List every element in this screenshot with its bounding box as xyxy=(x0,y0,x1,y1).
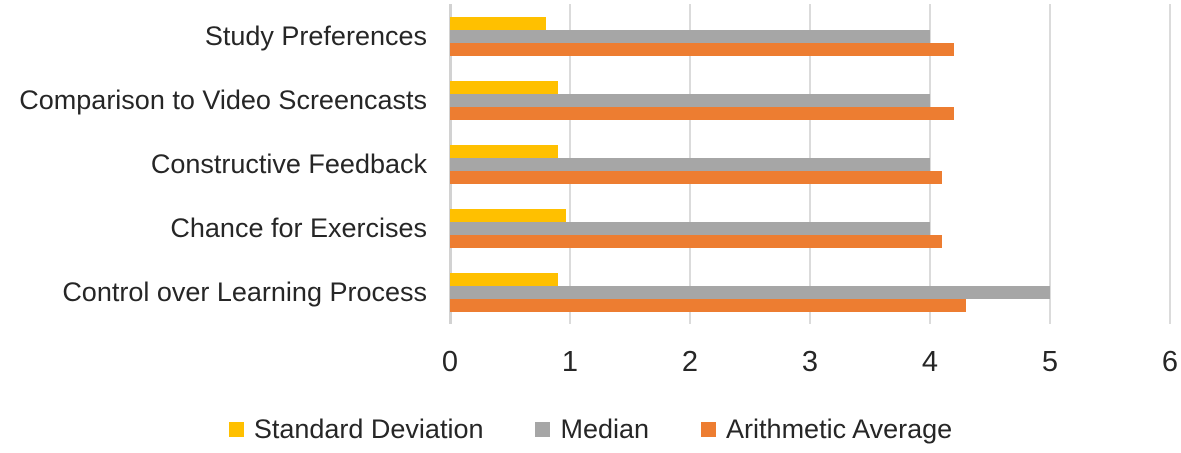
bar-rows xyxy=(450,4,1170,324)
legend-label: Standard Deviation xyxy=(253,414,484,444)
bar-arithmetic-average xyxy=(450,234,942,248)
bar-median xyxy=(450,285,1050,299)
x-tick-label: 1 xyxy=(561,346,579,378)
x-tick-label: 6 xyxy=(1161,346,1179,378)
category-label-control-over-learning-process: Control over Learning Process xyxy=(62,276,427,307)
bar-standard-deviation xyxy=(450,208,567,222)
legend-item-median: Median xyxy=(535,414,649,445)
legend-swatch-icon xyxy=(701,422,717,437)
gridline xyxy=(929,4,931,324)
x-axis: 0 1 2 3 4 5 6 xyxy=(442,346,1178,378)
x-tick-label: 4 xyxy=(921,346,939,378)
gridline xyxy=(1169,4,1171,324)
legend-label: Median xyxy=(560,414,650,444)
bar-arithmetic-average xyxy=(450,298,966,312)
bar-median xyxy=(450,29,930,43)
x-tick-label: 5 xyxy=(1041,346,1059,378)
category-label-constructive-feedback: Constructive Feedback xyxy=(150,148,427,179)
bar-median xyxy=(450,221,930,235)
category-label-comparison-to-video-screencasts: Comparison to Video Screencasts xyxy=(19,84,427,115)
legend-label: Arithmetic Average xyxy=(726,414,953,444)
bar-median xyxy=(450,157,930,171)
category-label-study-preferences: Study Preferences xyxy=(204,20,427,51)
bar-standard-deviation xyxy=(450,144,558,158)
x-tick-label: 0 xyxy=(441,346,459,378)
bar-group-chance-for-exercises xyxy=(450,196,1170,260)
plot-area xyxy=(449,4,1171,324)
bar-standard-deviation xyxy=(450,16,546,30)
bar-standard-deviation xyxy=(450,272,558,286)
category-label-chance-for-exercises: Chance for Exercises xyxy=(170,212,427,243)
gridline xyxy=(1049,4,1051,324)
bar-group-study-preferences xyxy=(450,4,1170,68)
bar-group-control-over-learning-process xyxy=(450,260,1170,324)
bar-arithmetic-average xyxy=(450,42,954,56)
category-axis: Study Preferences Comparison to Video Scr… xyxy=(0,4,427,324)
legend-item-arithmetic-average: Arithmetic Average xyxy=(701,414,952,445)
bar-group-constructive-feedback xyxy=(450,132,1170,196)
bar-arithmetic-average xyxy=(450,170,942,184)
bar-standard-deviation xyxy=(450,80,558,94)
bar-group-comparison-to-video-screencasts xyxy=(450,68,1170,132)
x-tick-label: 2 xyxy=(681,346,699,378)
bar-median xyxy=(450,93,930,107)
bar-arithmetic-average xyxy=(450,106,954,120)
legend-swatch-icon xyxy=(535,422,551,437)
x-tick-label: 3 xyxy=(801,346,819,378)
legend-item-standard-deviation: Standard Deviation xyxy=(228,414,484,445)
legend: Standard Deviation Median Arithmetic Avera… xyxy=(0,414,1181,445)
legend-swatch-icon xyxy=(228,422,244,437)
